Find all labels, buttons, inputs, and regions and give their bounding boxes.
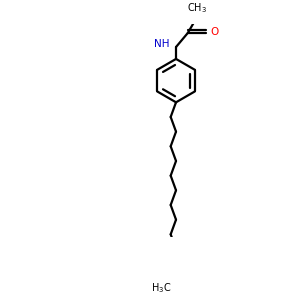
Text: CH$_3$: CH$_3$ [187,2,207,15]
Text: O: O [210,27,218,37]
Text: NH: NH [154,39,170,50]
Text: H$_3$C: H$_3$C [152,282,172,296]
